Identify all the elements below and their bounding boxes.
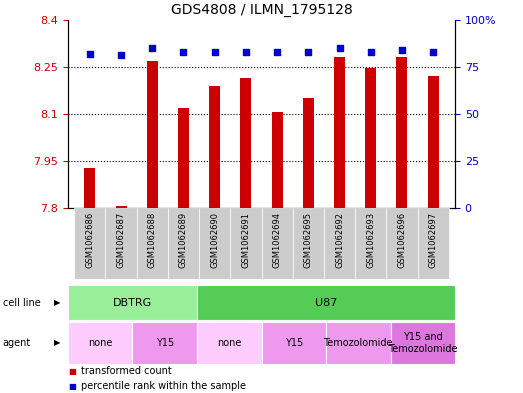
Bar (271, 112, 282, 208)
Text: GSM1062694: GSM1062694 (272, 212, 281, 268)
Text: ■: ■ (68, 382, 76, 391)
Bar (68, 285, 197, 320)
Text: Y15: Y15 (156, 338, 174, 348)
Point (86, 50, 94, 57)
Text: U87: U87 (315, 298, 337, 308)
Bar (106, 208, 137, 279)
Bar (391, 322, 455, 364)
Bar (230, 208, 262, 279)
Bar (178, 108, 189, 208)
Bar (147, 61, 158, 208)
Text: GSM1062695: GSM1062695 (304, 212, 313, 268)
Bar (116, 206, 127, 208)
Text: GSM1062697: GSM1062697 (429, 212, 438, 268)
Point (398, 47, 406, 53)
Point (117, 52, 125, 59)
Text: ▶: ▶ (54, 338, 61, 347)
Bar (168, 208, 199, 279)
Point (148, 45, 156, 51)
Text: percentile rank within the sample: percentile rank within the sample (81, 381, 246, 391)
Bar (293, 208, 324, 279)
Text: ■: ■ (68, 367, 76, 376)
Bar (262, 322, 326, 364)
Point (242, 49, 250, 55)
Point (210, 49, 219, 55)
Bar (428, 76, 439, 208)
Point (367, 49, 375, 55)
Text: GSM1062691: GSM1062691 (242, 212, 251, 268)
Bar (74, 208, 106, 279)
Text: transformed count: transformed count (81, 366, 172, 376)
Text: Y15 and
Temozolomide: Y15 and Temozolomide (388, 332, 458, 354)
Text: GSM1062690: GSM1062690 (210, 212, 219, 268)
Bar (303, 98, 314, 208)
Bar (241, 78, 252, 208)
Bar (132, 322, 197, 364)
Bar (262, 208, 293, 279)
Bar (197, 285, 455, 320)
Bar (209, 86, 220, 208)
Text: GSM1062687: GSM1062687 (117, 212, 126, 268)
Text: GSM1062686: GSM1062686 (85, 212, 94, 268)
Bar (326, 322, 391, 364)
Text: GSM1062693: GSM1062693 (366, 212, 375, 268)
Point (335, 45, 344, 51)
Bar (334, 57, 345, 208)
Point (273, 49, 281, 55)
Point (304, 49, 313, 55)
Text: GSM1062696: GSM1062696 (397, 212, 406, 268)
Text: GSM1062692: GSM1062692 (335, 212, 344, 268)
Title: GDS4808 / ILMN_1795128: GDS4808 / ILMN_1795128 (170, 3, 353, 17)
Text: agent: agent (3, 338, 31, 348)
Point (429, 49, 437, 55)
Bar (199, 208, 230, 279)
Bar (365, 68, 376, 208)
Bar (197, 322, 262, 364)
Bar (68, 322, 132, 364)
Text: GSM1062689: GSM1062689 (179, 212, 188, 268)
Bar (137, 208, 168, 279)
Point (179, 49, 188, 55)
Text: GSM1062688: GSM1062688 (148, 212, 157, 268)
Text: none: none (217, 338, 242, 348)
Text: DBTRG: DBTRG (113, 298, 152, 308)
Bar (386, 208, 417, 279)
Text: cell line: cell line (3, 298, 40, 308)
Text: ▶: ▶ (54, 298, 61, 307)
Bar (84, 168, 95, 208)
Bar (324, 208, 355, 279)
Text: Temozolomide: Temozolomide (324, 338, 393, 348)
Text: Y15: Y15 (285, 338, 303, 348)
Bar (396, 57, 407, 208)
Text: none: none (88, 338, 112, 348)
Bar (355, 208, 386, 279)
Bar (417, 208, 449, 279)
